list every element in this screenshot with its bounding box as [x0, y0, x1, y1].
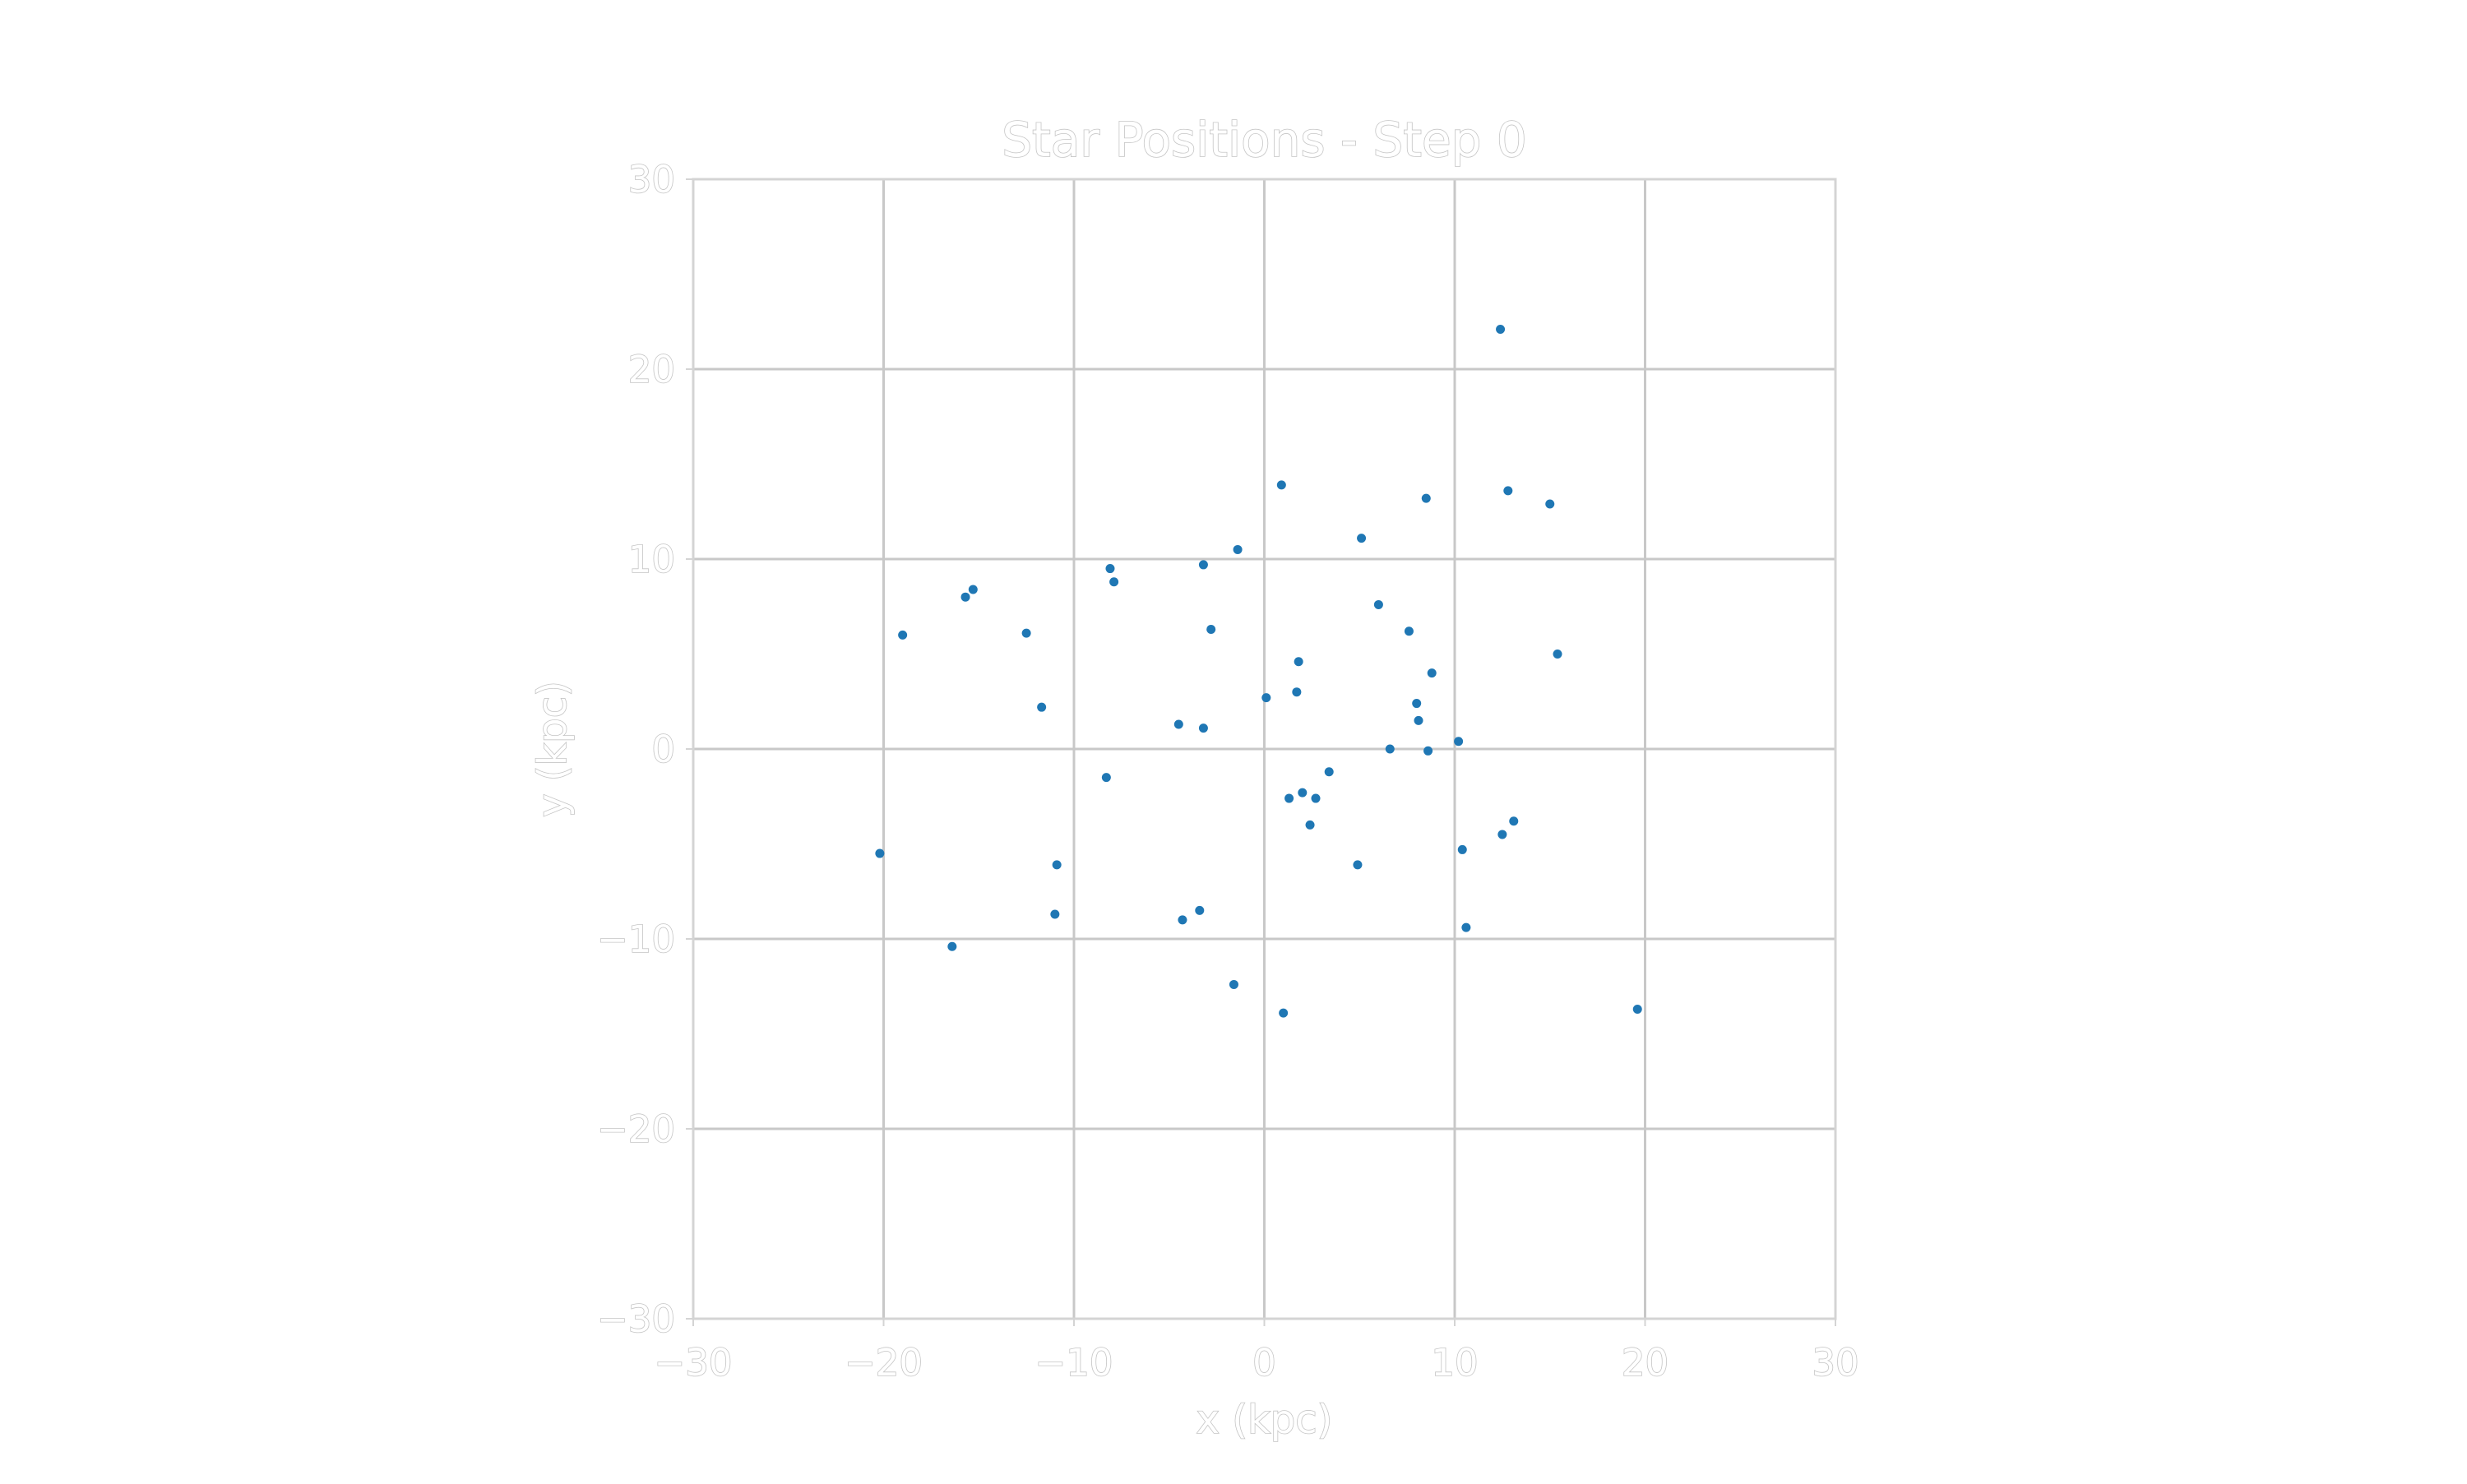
star-point — [1427, 668, 1437, 678]
x-tick-label: −10 — [1035, 1341, 1113, 1385]
star-point — [1414, 715, 1423, 725]
x-tick-label: −20 — [845, 1341, 923, 1385]
star-point — [1261, 693, 1271, 703]
star-point — [1503, 486, 1513, 496]
star-point — [1457, 844, 1467, 854]
star-point — [1412, 699, 1422, 709]
star-point — [1284, 793, 1294, 803]
star-point — [1373, 599, 1383, 609]
star-point — [1324, 767, 1334, 777]
star-point — [1385, 744, 1395, 754]
star-point — [1545, 499, 1555, 509]
star-point — [875, 848, 885, 858]
star-point — [1279, 1008, 1289, 1018]
star-point — [1105, 564, 1115, 574]
star-point — [1198, 724, 1208, 733]
star-point — [1233, 544, 1243, 554]
x-tick-label: −30 — [655, 1341, 733, 1385]
star-point — [1404, 626, 1414, 636]
star-point — [1229, 979, 1238, 989]
y-axis-label: y (kpc) — [530, 681, 576, 817]
star-point — [1276, 480, 1286, 490]
star-point — [1109, 577, 1119, 587]
star-point — [1178, 915, 1187, 925]
star-point — [1461, 922, 1471, 932]
x-tick-label: 10 — [1431, 1341, 1478, 1385]
y-tick-label: 10 — [628, 538, 675, 581]
x-tick-label: 30 — [1812, 1341, 1858, 1385]
star-point — [1050, 909, 1060, 919]
y-tick-label: 0 — [651, 728, 675, 771]
y-tick-label: −30 — [597, 1297, 675, 1341]
star-point — [1037, 702, 1047, 712]
points-layer — [875, 324, 1642, 1018]
y-tick-label: −10 — [597, 918, 675, 961]
x-tick-label: 20 — [1622, 1341, 1669, 1385]
star-point — [1173, 719, 1183, 729]
star-point — [1298, 788, 1308, 797]
x-tick-label: 0 — [1252, 1341, 1276, 1385]
star-point — [1101, 773, 1111, 783]
y-tick-label: −20 — [597, 1107, 675, 1151]
star-point — [1311, 793, 1321, 803]
star-point — [960, 592, 970, 602]
chart-title: Star Positions - Step 0 — [1002, 112, 1527, 168]
star-point — [1353, 860, 1363, 870]
star-point — [1496, 324, 1506, 334]
ticks-layer: −30 −20 −10 0 10 20 30 −30 −20 −10 0 10 20 30 — [596, 157, 1859, 1385]
star-point — [1454, 737, 1464, 747]
star-point — [1632, 1004, 1642, 1014]
star-point — [1021, 628, 1031, 638]
star-point — [1421, 493, 1431, 503]
star-point — [1553, 650, 1562, 659]
star-point — [968, 585, 978, 594]
star-point — [1206, 624, 1216, 634]
y-tick-label: 30 — [628, 158, 675, 201]
star-point — [947, 941, 957, 951]
star-point — [1305, 820, 1315, 830]
star-point — [1292, 687, 1302, 697]
grid-layer — [692, 178, 1837, 1320]
y-tick-label: 20 — [628, 348, 675, 391]
star-point — [1509, 816, 1519, 826]
star-point — [1195, 905, 1205, 915]
star-point — [1497, 830, 1507, 839]
x-axis-label: x (kpc) — [1196, 1397, 1333, 1443]
star-point — [1294, 657, 1303, 667]
star-point — [898, 630, 908, 640]
star-point — [1357, 534, 1367, 543]
star-point — [1423, 746, 1433, 756]
star-point — [1052, 860, 1062, 870]
star-point — [1198, 560, 1208, 570]
